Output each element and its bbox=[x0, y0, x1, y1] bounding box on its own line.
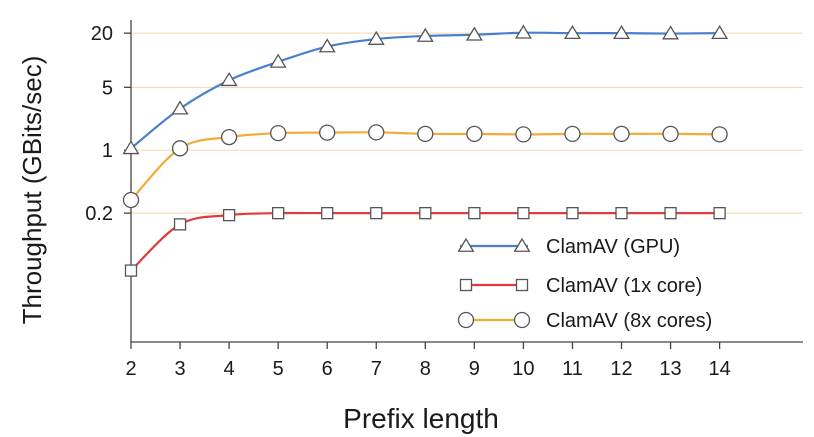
data-point bbox=[270, 124, 287, 142]
data-point bbox=[613, 125, 630, 143]
x-tick-label: 4 bbox=[224, 358, 235, 380]
series-2 bbox=[124, 206, 726, 277]
legend-entry-2: ClamAV (1x core) bbox=[459, 275, 702, 297]
legend-label: ClamAV (GPU) bbox=[546, 236, 680, 258]
y-ticks: 20 5 1 0.2 bbox=[85, 23, 131, 225]
x-tick-label: 7 bbox=[371, 358, 382, 380]
legend-label: ClamAV (1x core) bbox=[546, 275, 702, 297]
data-point bbox=[662, 25, 680, 40]
data-point bbox=[514, 24, 532, 39]
data-point bbox=[171, 140, 189, 157]
legend-entry-1: ClamAV (GPU) bbox=[457, 236, 680, 258]
data-point bbox=[367, 30, 385, 45]
legend-marker bbox=[515, 278, 529, 292]
x-tick-label: 8 bbox=[420, 358, 431, 380]
data-point bbox=[318, 38, 336, 53]
data-point bbox=[468, 206, 481, 220]
x-tick-label: 3 bbox=[174, 358, 185, 380]
data-point bbox=[368, 124, 385, 141]
y-tick-label: 20 bbox=[91, 23, 113, 45]
y-tick-label: 1 bbox=[102, 140, 113, 162]
data-point bbox=[711, 126, 728, 143]
legend-marker bbox=[457, 311, 475, 329]
series-line bbox=[130, 131, 720, 201]
data-point bbox=[711, 24, 729, 40]
data-point bbox=[319, 124, 336, 141]
data-point bbox=[713, 206, 726, 220]
legend: ClamAV (GPU) ClamAV (1x core) ClamAV (8x c… bbox=[457, 236, 712, 332]
data-point bbox=[222, 208, 236, 222]
data-point bbox=[466, 125, 483, 143]
data-point bbox=[122, 140, 140, 155]
data-point bbox=[517, 206, 530, 220]
data-point bbox=[124, 264, 138, 277]
data-point bbox=[220, 128, 238, 146]
x-tick-label: 13 bbox=[659, 358, 681, 380]
data-point bbox=[515, 126, 532, 143]
data-point bbox=[173, 218, 187, 231]
data-point bbox=[370, 206, 383, 220]
series-1 bbox=[122, 24, 729, 155]
data-point bbox=[664, 206, 677, 220]
data-point bbox=[613, 24, 631, 40]
x-ticks: 2 3 4 5 6 7 8 9 10 11 12 13 14 bbox=[125, 342, 731, 380]
x-tick-label: 14 bbox=[708, 358, 730, 380]
series-3 bbox=[122, 124, 728, 209]
x-tick-label: 2 bbox=[125, 358, 136, 380]
data-point bbox=[566, 206, 579, 220]
legend-marker bbox=[457, 237, 475, 252]
y-tick-label: 0.2 bbox=[85, 203, 113, 225]
legend-marker bbox=[513, 237, 531, 252]
data-point bbox=[416, 27, 434, 42]
data-point bbox=[321, 206, 334, 220]
data-point bbox=[417, 125, 434, 143]
y-axis-title: Throughput (GBits/sec) bbox=[17, 56, 47, 325]
legend-marker bbox=[459, 278, 473, 292]
data-point bbox=[465, 26, 483, 41]
data-point bbox=[563, 24, 581, 40]
series bbox=[122, 24, 729, 277]
x-tick-label: 6 bbox=[322, 358, 333, 380]
y-tick-label: 5 bbox=[102, 77, 113, 99]
data-point bbox=[419, 206, 432, 220]
axes bbox=[130, 20, 803, 343]
x-tick-label: 12 bbox=[610, 358, 632, 380]
data-point bbox=[220, 71, 238, 87]
data-point bbox=[564, 125, 581, 143]
x-axis-title: Prefix length bbox=[343, 403, 499, 434]
data-point bbox=[615, 206, 628, 220]
legend-entry-3: ClamAV (8x cores) bbox=[457, 310, 712, 332]
gridlines bbox=[131, 32, 803, 214]
x-tick-label: 9 bbox=[469, 358, 480, 380]
legend-marker bbox=[513, 311, 531, 329]
x-tick-label: 5 bbox=[273, 358, 284, 380]
data-point bbox=[662, 125, 679, 143]
data-point bbox=[171, 100, 189, 115]
x-tick-label: 10 bbox=[512, 358, 534, 380]
data-point bbox=[122, 191, 140, 209]
legend-label: ClamAV (8x cores) bbox=[546, 310, 712, 332]
data-point bbox=[269, 53, 287, 68]
x-tick-label: 11 bbox=[562, 358, 583, 380]
data-point bbox=[272, 206, 285, 220]
